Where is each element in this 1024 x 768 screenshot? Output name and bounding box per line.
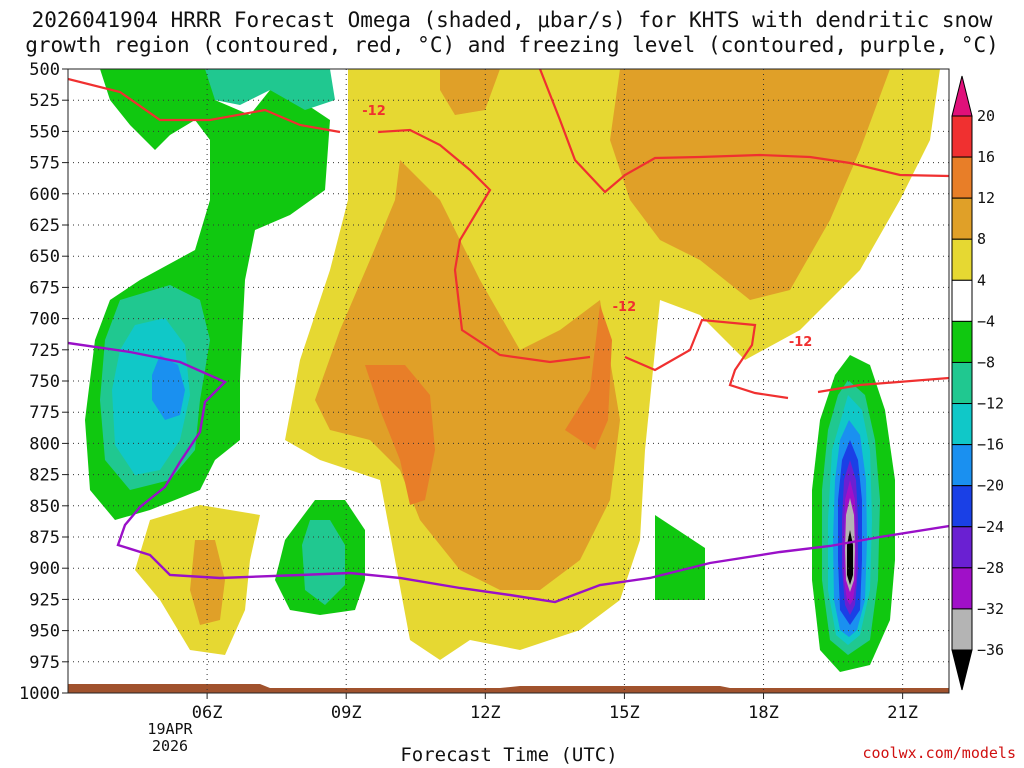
y-tick-label: 675 — [29, 278, 60, 298]
y-tick-label: 725 — [29, 341, 60, 361]
colorbar-label: 12 — [977, 189, 995, 207]
colorbar-box — [951, 526, 973, 569]
colorbar — [951, 75, 973, 691]
y-tick-label: 750 — [29, 372, 60, 392]
x-tick-label: 12Z — [470, 703, 501, 723]
terrain-strip — [68, 684, 949, 693]
colorbar-box — [951, 485, 973, 528]
colorbar-label: −12 — [977, 395, 1004, 413]
colorbar-box — [951, 238, 973, 281]
y-tick-label: 1000 — [19, 684, 60, 704]
grid-lines — [68, 69, 949, 693]
dgz-contour-right — [538, 69, 949, 194]
date-label-year: 2026 — [151, 737, 189, 755]
x-tick-label: 21Z — [887, 703, 918, 723]
colorbar-label: −8 — [977, 353, 995, 371]
colorbar-label: −28 — [977, 559, 1004, 577]
x-tick-label: 09Z — [331, 703, 362, 723]
y-tick-label: 825 — [29, 466, 60, 486]
colorbar-box — [951, 279, 973, 322]
contour-label: -12 — [613, 300, 637, 315]
y-tick-label: 650 — [29, 247, 60, 267]
omega-green-region-3 — [655, 515, 705, 600]
y-tick-label: 575 — [29, 154, 60, 174]
colorbar-box — [951, 156, 973, 199]
x-axis-label: Forecast Time (UTC) — [400, 744, 618, 766]
colorbar-box — [951, 361, 973, 405]
y-tick-label: 600 — [29, 185, 60, 205]
y-tick-label: 975 — [29, 653, 60, 673]
omega-lightorange-region-4 — [190, 540, 225, 625]
omega-cyan-region — [112, 318, 190, 475]
x-tick-label: 15Z — [609, 703, 640, 723]
omega-teal-region-3 — [302, 520, 345, 605]
colorbar-label: 20 — [977, 107, 995, 125]
omega-lightorange-region — [440, 69, 500, 115]
colorbar-label: −36 — [977, 641, 1004, 659]
dgz-contour-left — [68, 77, 949, 400]
colorbar-box — [951, 608, 973, 651]
colorbar-box — [951, 444, 973, 487]
y-tick-label: 525 — [29, 91, 60, 111]
colorbar-label: −16 — [977, 436, 1004, 454]
date-label-day: 19APR — [147, 720, 193, 738]
y-tick-label: 550 — [29, 122, 60, 142]
site-credit: coolwx.com/models — [862, 744, 1016, 762]
colorbar-box — [951, 320, 973, 363]
omega-orange-region-2 — [565, 305, 612, 450]
omega-teal-region — [205, 69, 335, 110]
y-tick-label: 900 — [29, 559, 60, 579]
chart-title-line-1: 2026041904 HRRR Forecast Omega (shaded, … — [31, 8, 993, 32]
contour-label: -12 — [789, 335, 813, 350]
colorbar-box — [951, 197, 973, 240]
colorbar-box — [951, 115, 973, 158]
x-tick-label: 06Z — [192, 703, 223, 723]
y-tick-label: 875 — [29, 528, 60, 548]
y-tick-label: 700 — [29, 310, 60, 330]
colorbar-label: −4 — [977, 312, 995, 330]
y-tick-label: 775 — [29, 403, 60, 423]
omega-lightorange-region-2 — [610, 69, 890, 300]
y-tick-label: 850 — [29, 497, 60, 517]
omega-lightorange-region-3 — [315, 160, 620, 590]
colorbar-label: 8 — [977, 230, 986, 248]
colorbar-cap-top — [951, 75, 973, 117]
y-tick-label: 800 — [29, 434, 60, 454]
colorbar-label: 16 — [977, 148, 995, 166]
colorbar-box — [951, 567, 973, 610]
x-tick-label: 18Z — [748, 703, 779, 723]
colorbar-box — [951, 403, 973, 446]
chart-title-line-2: growth region (contoured, red, °C) and f… — [25, 33, 999, 57]
colorbar-label: −20 — [977, 477, 1004, 495]
y-tick-label: 925 — [29, 590, 60, 610]
colorbar-cap-bottom — [951, 649, 973, 691]
omega-orange-region — [365, 365, 435, 505]
colorbar-label: −24 — [977, 518, 1004, 536]
y-tick-label: 625 — [29, 216, 60, 236]
y-tick-label: 950 — [29, 622, 60, 642]
freezing-level-line — [68, 341, 949, 604]
omega-blue-region — [152, 355, 185, 420]
colorbar-label: −32 — [977, 600, 1004, 618]
contour-label: -12 — [362, 104, 386, 119]
colorbar-label: 4 — [977, 271, 986, 289]
y-tick-label: 500 — [29, 60, 60, 80]
